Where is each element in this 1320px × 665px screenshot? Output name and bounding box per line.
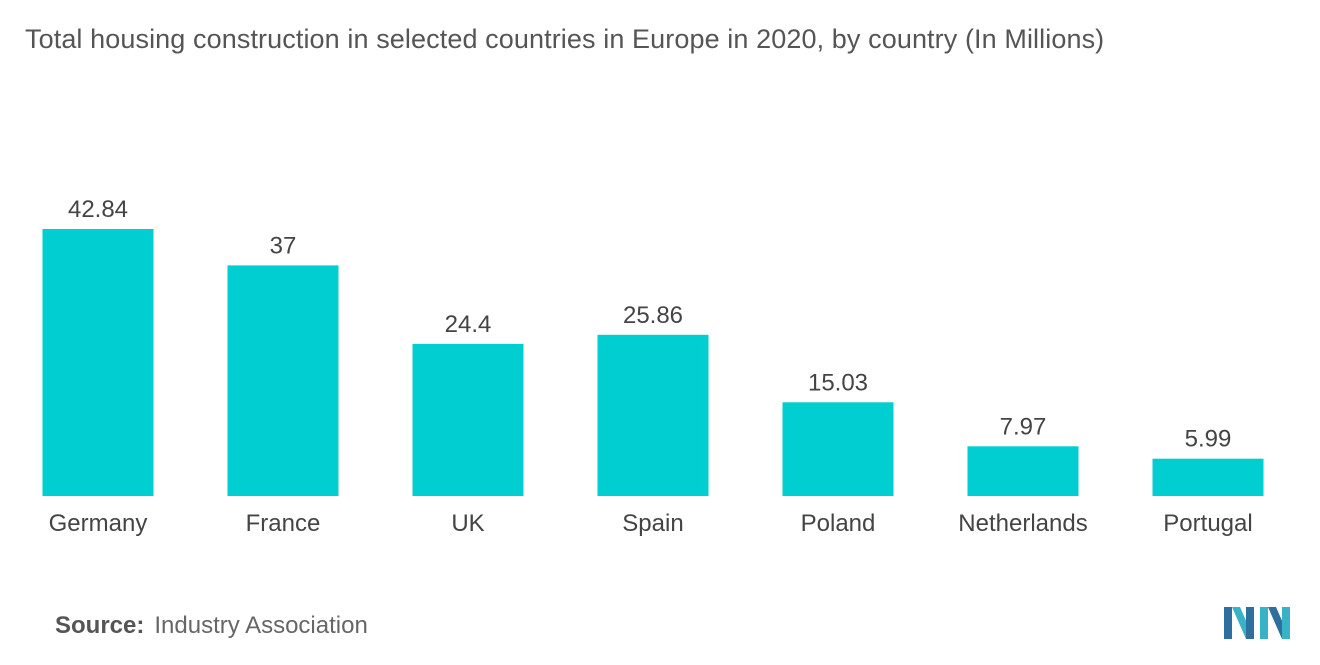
data-label-portugal: 5.99 xyxy=(1185,426,1232,453)
data-label-germany: 42.84 xyxy=(68,196,128,223)
source-note: Source: Industry Association xyxy=(55,612,368,640)
source-label: Source: xyxy=(55,612,145,639)
bar-spain xyxy=(597,334,709,496)
data-label-poland: 15.03 xyxy=(808,369,868,396)
data-label-spain: 25.86 xyxy=(623,302,683,329)
company-logo-icon xyxy=(1224,607,1290,639)
category-label-france: France xyxy=(246,510,321,537)
category-label-uk: UK xyxy=(451,510,484,537)
data-label-uk: 24.4 xyxy=(445,311,492,338)
data-label-france: 37 xyxy=(270,232,297,259)
category-label-portugal: Portugal xyxy=(1163,510,1252,537)
bar-poland xyxy=(782,402,894,496)
category-label-germany: Germany xyxy=(49,510,148,537)
category-label-poland: Poland xyxy=(801,510,876,537)
chart-title: Total housing construction in selected c… xyxy=(25,24,1105,54)
bar-germany xyxy=(42,229,154,496)
bar-netherlands xyxy=(967,446,1079,496)
bar-france xyxy=(227,265,339,496)
bar-portugal xyxy=(1152,458,1264,496)
bar-uk xyxy=(412,343,524,496)
category-label-netherlands: Netherlands xyxy=(958,510,1087,537)
source-text: Industry Association xyxy=(154,612,368,639)
data-label-netherlands: 7.97 xyxy=(1000,413,1047,440)
category-label-spain: Spain xyxy=(622,510,683,537)
